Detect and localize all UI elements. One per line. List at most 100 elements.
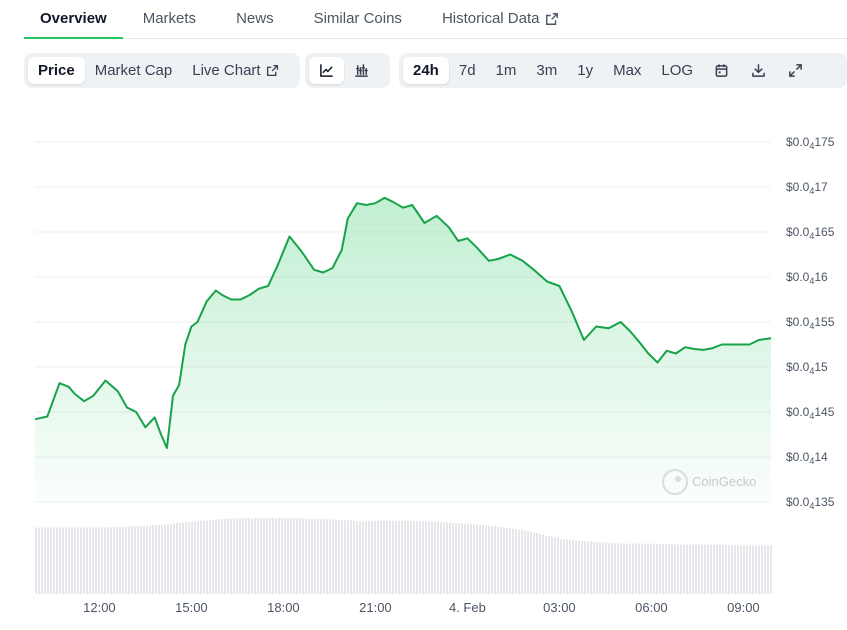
line-chart-button[interactable] — [309, 57, 344, 84]
volume-bar — [248, 518, 250, 594]
volume-bar — [467, 523, 469, 594]
tab-overview[interactable]: Overview — [24, 0, 123, 39]
volume-bar — [62, 527, 64, 594]
volume-bar — [632, 543, 634, 594]
volume-bar — [287, 518, 289, 594]
range-7d-button[interactable]: 7d — [449, 57, 486, 84]
volume-bar — [305, 518, 307, 594]
volume-bar — [599, 542, 601, 594]
volume-bar — [695, 544, 697, 594]
volume-bar — [89, 527, 91, 594]
volume-bar — [155, 525, 157, 594]
tab-similar-coins[interactable]: Similar Coins — [310, 0, 406, 38]
volume-bar — [641, 543, 643, 594]
candlestick-icon — [355, 64, 368, 77]
volume-bar — [56, 527, 58, 594]
volume-bar — [470, 523, 472, 594]
volume-bar — [266, 518, 268, 594]
volume-bar — [68, 527, 70, 594]
range-24h-button[interactable]: 24h — [403, 57, 449, 84]
volume-bar — [506, 527, 508, 594]
volume-bar — [143, 525, 145, 594]
download-button[interactable] — [740, 57, 777, 84]
volume-bar — [407, 520, 409, 594]
volume-bar — [77, 527, 79, 594]
volume-bar — [299, 518, 301, 594]
y-tick-label: $0.04145 — [786, 405, 835, 421]
volume-bar — [113, 527, 115, 594]
candlestick-button[interactable] — [344, 57, 379, 84]
volume-bar — [476, 524, 478, 594]
volume-bar — [116, 526, 118, 594]
volume-bar — [536, 533, 538, 594]
market-cap-button[interactable]: Market Cap — [85, 57, 183, 84]
volume-bar — [332, 519, 334, 594]
volume-bar — [722, 544, 724, 594]
y-tick-label: $0.0415 — [786, 360, 828, 376]
volume-bar — [257, 518, 259, 594]
range-1m-button[interactable]: 1m — [486, 57, 527, 84]
x-tick-label: 4. Feb — [449, 600, 486, 615]
volume-bar — [563, 539, 565, 594]
volume-bar — [269, 518, 271, 594]
volume-bar — [92, 527, 94, 594]
calendar-button[interactable] — [703, 57, 740, 84]
volume-bar — [167, 524, 169, 594]
volume-bar — [770, 545, 772, 594]
volume-bar — [326, 519, 328, 594]
volume-bar — [500, 526, 502, 594]
volume-bar — [65, 527, 67, 594]
x-tick-label: 15:00 — [175, 600, 208, 615]
tab-historical-data[interactable]: Historical Data — [438, 0, 564, 38]
volume-bar — [212, 519, 214, 594]
volume-bar — [422, 521, 424, 594]
y-tick-label: $0.0414 — [786, 450, 828, 466]
volume-bar — [485, 525, 487, 594]
price-button[interactable]: Price — [28, 57, 85, 84]
volume-bar — [131, 526, 133, 594]
volume-bar — [215, 519, 217, 594]
volume-bar — [647, 543, 649, 594]
volume-bar — [44, 527, 46, 594]
volume-bar — [200, 521, 202, 594]
volume-bar — [236, 518, 238, 594]
range-3m-button[interactable]: 3m — [526, 57, 567, 84]
price-button-label: Price — [38, 62, 75, 79]
volume-bar — [743, 545, 745, 594]
tab-markets[interactable]: Markets — [139, 0, 200, 38]
volume-bar — [461, 523, 463, 594]
volume-bar — [389, 520, 391, 594]
volume-bar — [665, 544, 667, 594]
fullscreen-button[interactable] — [777, 57, 814, 84]
volume-bar — [692, 544, 694, 594]
volume-bar — [572, 540, 574, 594]
live-chart-button[interactable]: Live Chart — [182, 57, 288, 84]
volume-bar — [308, 518, 310, 594]
price-chart[interactable]: $0.04175 $0.0417 $0.04165 $0.0416 $0.04155 $0… — [0, 110, 847, 630]
volume-bar — [680, 544, 682, 594]
volume-bar — [317, 519, 319, 594]
y-tick-label: $0.0417 — [786, 180, 828, 196]
volume-bar — [437, 521, 439, 594]
volume-bar — [446, 522, 448, 594]
gecko-logo-icon — [662, 469, 688, 495]
volume-bar — [254, 518, 256, 594]
external-link-icon — [266, 64, 278, 77]
volume-bar — [311, 518, 313, 594]
volume-bar — [449, 522, 451, 594]
log-scale-button[interactable]: LOG — [651, 57, 703, 84]
volume-bar — [677, 544, 679, 594]
volume-bar — [59, 527, 61, 594]
x-tick-label: 21:00 — [359, 600, 392, 615]
volume-bar — [278, 518, 280, 594]
range-max-button[interactable]: Max — [603, 57, 651, 84]
volume-bar — [764, 545, 766, 594]
volume-bar — [650, 543, 652, 594]
volume-bar — [173, 523, 175, 594]
volume-bar — [578, 540, 580, 594]
tab-news[interactable]: News — [232, 0, 278, 38]
range-1y-button[interactable]: 1y — [567, 57, 603, 84]
watermark-text: CoinGecko — [692, 474, 756, 489]
volume-bar — [482, 525, 484, 594]
volume-bar — [428, 521, 430, 594]
